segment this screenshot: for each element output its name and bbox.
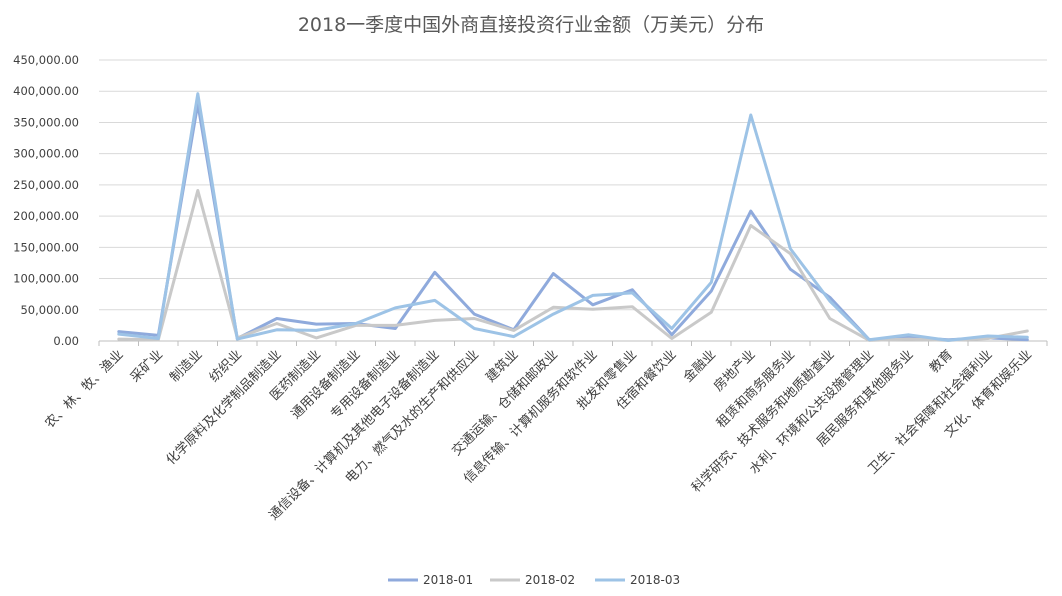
y-tick-label: 200,000.00 (13, 209, 79, 223)
y-tick-label: 150,000.00 (13, 240, 79, 254)
y-tick-label: 400,000.00 (13, 84, 79, 98)
x-tick-label: 金融业 (680, 347, 719, 386)
x-axis: 农、林、牧、渔业 采矿业 制造业 纺织业化学原料及化学制品制造业医药制造业通用设备制造… (42, 340, 1048, 523)
series-line-2018-02 (117, 189, 1029, 342)
gridlines (99, 59, 1047, 311)
x-tick-label: 纺织业 (207, 347, 245, 385)
x-tick-label: 专用设备制造业 (327, 347, 403, 423)
x-tick-label: 制造业 (167, 347, 205, 385)
series-lines (117, 92, 1029, 342)
x-tick-label: 科学研究、技术服务和地质勘查业 (688, 347, 837, 496)
y-tick-label: 50,000.00 (20, 303, 79, 317)
x-tick-label: 通用设备制造业 (288, 347, 364, 423)
x-tick-label: 农、林、牧、渔业 (42, 347, 126, 431)
y-axis-ticks: 0.00 50,000.00 100,000.00 150,000.00 200,000… (13, 53, 79, 348)
legend-label: 2018-03 (630, 573, 680, 587)
legend-label: 2018-01 (423, 573, 473, 587)
y-tick-label: 300,000.00 (13, 147, 79, 161)
y-tick-label: 450,000.00 (13, 53, 79, 67)
series-line-2018-03 (117, 92, 1029, 342)
legend: 2018-01 2018-02 2018-03 (388, 573, 680, 587)
legend-label: 2018-02 (525, 573, 575, 587)
chart-title: 2018一季度中国外商直接投资行业金额（万美元）分布 (298, 14, 764, 36)
y-tick-label: 0.00 (53, 334, 79, 348)
y-tick-label: 100,000.00 (13, 272, 79, 286)
y-tick-label: 250,000.00 (13, 178, 79, 192)
x-tick-label: 教育 (926, 347, 956, 377)
x-tick-label: 采矿业 (128, 347, 166, 385)
x-tick-label: 建筑业 (483, 347, 522, 386)
y-tick-label: 350,000.00 (13, 115, 79, 129)
